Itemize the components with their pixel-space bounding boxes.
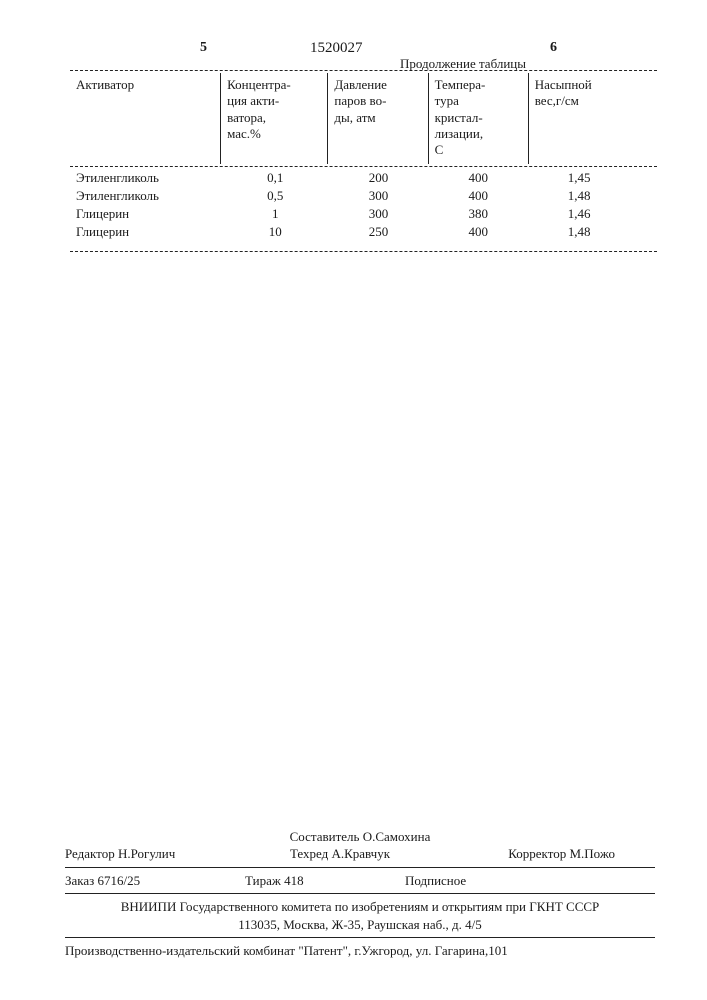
table-cell: 200	[329, 169, 429, 187]
table-cell: 1,46	[528, 205, 630, 223]
table-cell: Глицерин	[70, 223, 222, 241]
table-cell: 400	[428, 169, 528, 187]
subscription-label: Подписное	[405, 872, 655, 890]
table-bottom-rule	[70, 251, 657, 252]
table-cell: Глицерин	[70, 205, 222, 223]
credits-line: Редактор Н.Рогулич Техред А.Кравчук Корр…	[65, 845, 655, 863]
printer-line: Производственно-издательский комбинат "П…	[65, 942, 655, 960]
table-cell: 10	[222, 223, 329, 241]
table-cell: 300	[329, 187, 429, 205]
table-cell: 380	[428, 205, 528, 223]
table-header-row: Активатор Концентра-ция акти-ватора,мас.…	[70, 73, 630, 164]
table-cell: 300	[329, 205, 429, 223]
footer-rule-3	[65, 937, 655, 938]
col-pressure: Давлениепаров во-ды, атм	[328, 73, 428, 164]
table-cell: 1,48	[528, 223, 630, 241]
table-continuation-label: Продолжение таблицы	[400, 56, 526, 72]
tirazh-value: Тираж 418	[245, 872, 405, 890]
parameters-table: Активатор Концентра-ция акти-ватора,мас.…	[70, 73, 630, 164]
page-header: 5 1520027 6 Продолжение таблицы	[70, 40, 657, 64]
order-line: Заказ 6716/25 Тираж 418 Подписное	[65, 872, 655, 890]
header-left-number: 5	[200, 40, 207, 56]
organization-address: 113035, Москва, Ж-35, Раушская наб., д. …	[238, 917, 481, 932]
order-number: Заказ 6716/25	[65, 872, 245, 890]
footer-rule-1	[65, 867, 655, 868]
header-right-number: 6	[550, 40, 557, 56]
footer-rule-2	[65, 893, 655, 894]
table-cell: 1,48	[528, 187, 630, 205]
techred-name: Техред А.Кравчук	[248, 845, 431, 863]
table-cell: 400	[428, 223, 528, 241]
table-row: Глицерин13003801,46	[70, 205, 630, 223]
table-row: Этиленгликоль0,53004001,48	[70, 187, 630, 205]
parameters-table-body: Этиленгликоль0,12004001,45Этиленгликоль0…	[70, 169, 630, 241]
table-row: Глицерин102504001,48	[70, 223, 630, 241]
col-density: Насыпнойвес,г/см	[528, 73, 630, 164]
corrector-name: Корректор М.Пожо	[432, 845, 655, 863]
table-cell: 250	[329, 223, 429, 241]
compiler-line: Составитель О.Самохина	[65, 828, 655, 846]
table-cell: Этиленгликоль	[70, 187, 222, 205]
table-cell: 0,1	[222, 169, 329, 187]
col-concentration: Концентра-ция акти-ватора,мас.%	[221, 73, 328, 164]
organization-line: ВНИИПИ Государственного комитета по изоб…	[65, 898, 655, 933]
table-cell: 0,5	[222, 187, 329, 205]
table-top-rule	[70, 70, 657, 71]
table-cell: 1,45	[528, 169, 630, 187]
table-header-rule	[70, 166, 657, 167]
table-cell: 1	[222, 205, 329, 223]
editor-name: Редактор Н.Рогулич	[65, 845, 248, 863]
table-row: Этиленгликоль0,12004001,45	[70, 169, 630, 187]
imprint-footer: Составитель О.Самохина Редактор Н.Рогули…	[65, 828, 655, 960]
col-activator: Активатор	[70, 73, 221, 164]
data-table-container: Активатор Концентра-ция акти-ватора,мас.…	[70, 70, 657, 252]
document-number: 1520027	[310, 40, 363, 57]
table-cell: 400	[428, 187, 528, 205]
table-cell: Этиленгликоль	[70, 169, 222, 187]
col-temperature: Темпера-туракристал-лизации,С	[428, 73, 528, 164]
organization-name: ВНИИПИ Государственного комитета по изоб…	[121, 899, 600, 914]
